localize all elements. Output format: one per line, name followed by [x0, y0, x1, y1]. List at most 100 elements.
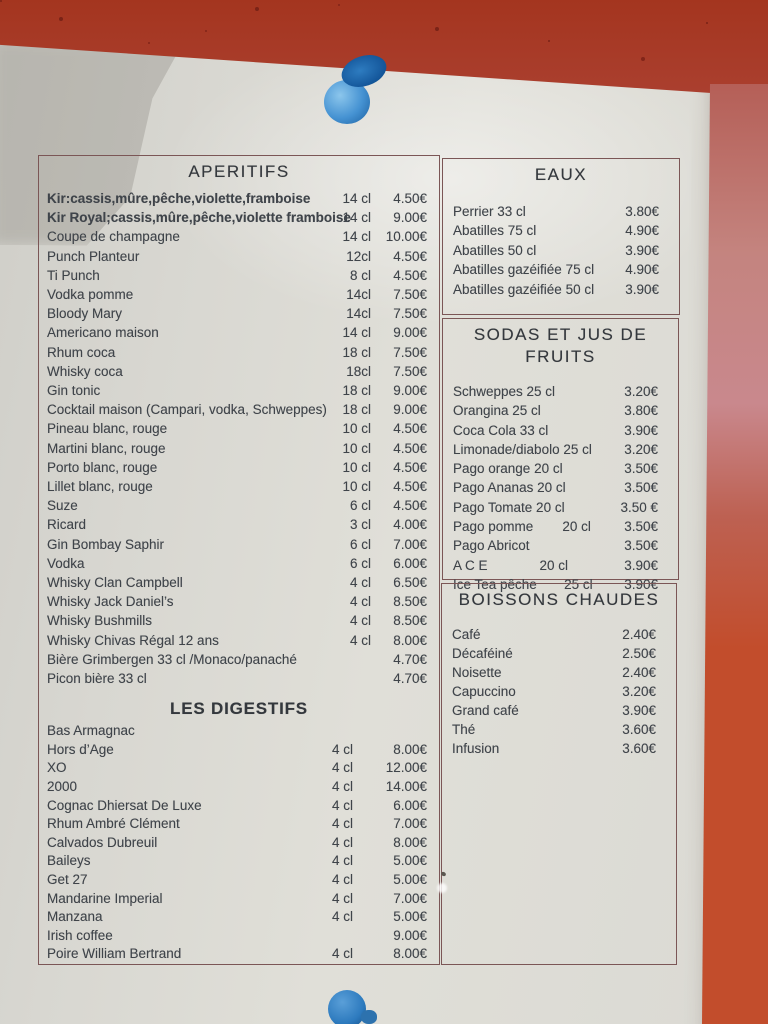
menu-item-row: Pago Tomate 20 cl 3.50 € [443, 498, 678, 517]
menu-item-row: Cognac Dhiersat De Luxe 4 cl 6.00€ [39, 797, 439, 816]
menu-item-row: Baileys 4 cl 5.00€ [39, 852, 439, 871]
item-name: Punch Planteur [47, 248, 140, 264]
item-name: Coupe de champagne [47, 229, 180, 245]
item-price: 6.00€ [393, 797, 427, 813]
section-eaux: EAUX Perrier 33 cl 3.80€ Abatilles 75 cl… [442, 158, 680, 315]
menu-item-row: Lillet blanc, rouge 10 cl 4.50€ [39, 477, 439, 496]
section-title-digestifs: LES DIGESTIFS [170, 699, 308, 719]
item-price: 4.00€ [393, 517, 427, 533]
item-price: 6.50€ [393, 575, 427, 591]
item-price: 4.90€ [625, 223, 660, 239]
sodas-list: Schweppes 25 cl 3.20€ Orangina 25 cl 3.8… [443, 382, 678, 594]
item-size: 20 cl [539, 557, 569, 573]
push-pin-bottom-icon [326, 988, 382, 1024]
menu-item-row: Whisky coca 18cl 7.50€ [39, 362, 439, 381]
item-size: 18cl [346, 363, 371, 379]
section-title-eaux: EAUX [534, 165, 588, 184]
menu-item-row: Grand café 3.90€ [442, 701, 676, 720]
menu-item-row: Limonade/diabolo 25 cl 3.20€ [443, 440, 678, 459]
item-price: 4.90€ [625, 262, 659, 278]
item-size: 4 cl [331, 797, 353, 813]
menu-item-row: Whisky Jack Daniel’s 4 cl 8.50€ [39, 592, 439, 611]
menu-item-row: Pago Abricot 3.50€ [443, 536, 678, 555]
item-size: 4 cl [331, 853, 353, 869]
wall-right-strip [702, 84, 768, 1024]
item-size: 4 cl [331, 834, 353, 850]
item-price: 2.50€ [622, 646, 657, 661]
item-name: Rhum Ambré Clément [47, 816, 180, 832]
item-price: 10.00€ [385, 229, 427, 245]
menu-item-row: Noisette 2.40€ [442, 663, 676, 682]
section-title-sodas: SODAS ET JUS DE FRUITS [473, 325, 648, 366]
item-price: 3.90€ [624, 422, 658, 438]
item-price: 9.00€ [393, 210, 427, 226]
pin-head [361, 1010, 377, 1024]
item-name: Picon bière 33 cl [47, 671, 147, 687]
menu-item-row: Perrier 33 cl 3.80€ [443, 202, 679, 221]
item-price: 7.50€ [393, 287, 427, 303]
item-price: 4.50€ [393, 421, 427, 437]
item-name: Noisette [452, 665, 502, 680]
item-name: Perrier 33 cl [453, 204, 526, 219]
menu-item-row: Gin Bombay Saphir 6 cl 7.00€ [39, 535, 439, 554]
menu-item-row: Pago orange 20 cl 3.50€ [443, 459, 678, 478]
item-size: 4 cl [331, 741, 353, 757]
item-price: 3.20€ [624, 384, 658, 399]
item-price: 9.00€ [393, 325, 427, 341]
item-price: 3.90€ [624, 576, 659, 592]
item-size: 18 cl [342, 344, 371, 360]
digestifs-list: Bas Armagnac Hors d’Age 4 cl 8.00€ XO 4 … [39, 722, 439, 964]
item-size: 14cl [346, 306, 371, 322]
menu-item-row: Bas Armagnac [39, 722, 439, 741]
item-name: Bière Grimbergen 33 cl /Monaco/panaché [47, 651, 297, 667]
menu-item-row: Vodka pomme 14cl 7.50€ [39, 285, 439, 304]
push-pin-top-icon [324, 49, 391, 124]
menu-item-row: Thé 3.60€ [442, 720, 676, 739]
item-name: Schweppes 25 cl [453, 384, 556, 399]
item-name: Mandarine Imperial [47, 890, 163, 906]
menu-item-row: Mandarine Imperial 4 cl 7.00€ [39, 890, 439, 909]
boissons-chaudes-list: Café 2.40€ Décaféiné 2.50€ Noisette [442, 625, 676, 758]
item-name: Pago pomme [453, 519, 534, 535]
menu-item-row: Cocktail maison (Campari, vodka, Schwepp… [39, 400, 439, 419]
item-price: 8.00€ [393, 741, 427, 757]
item-size: 8 cl [349, 267, 371, 283]
item-price: 7.50€ [393, 344, 427, 360]
item-size: 4 cl [331, 890, 353, 906]
menu-item-row: Irish coffee 9.00€ [39, 927, 439, 946]
menu-item-row: Bloody Mary 14cl 7.50€ [39, 304, 439, 323]
item-name: Lillet blanc, rouge [47, 479, 153, 495]
item-name: Hors d’Age [47, 741, 114, 757]
item-price: 3.50€ [624, 461, 658, 477]
menu-item-row: Hors d’Age 4 cl 8.00€ [39, 741, 439, 760]
item-price: 7.50€ [393, 306, 427, 322]
item-price: 9.00€ [393, 927, 427, 943]
menu-item-row: Schweppes 25 cl 3.20€ [443, 382, 678, 401]
item-price: 3.90€ [625, 281, 659, 297]
item-price: 4.50€ [393, 191, 427, 206]
menu-item-row: Pago pomme 20 cl 3.50€ [443, 517, 678, 536]
item-size: 4 cl [331, 946, 353, 962]
menu-item-row: 2000 4 cl 14.00€ [39, 778, 439, 797]
item-name: Kir Royal;cassis,mûre,pêche,violette fra… [47, 210, 351, 226]
item-name: Rhum coca [47, 344, 116, 360]
item-name: Bloody Mary [47, 306, 123, 322]
item-price: 4.70€ [393, 671, 427, 687]
item-size: 14 cl [342, 191, 371, 206]
item-name: Coca Cola 33 cl [453, 422, 549, 438]
item-price: 3.60€ [622, 722, 657, 737]
item-name: Café [452, 627, 481, 642]
item-price: 3.50 € [620, 499, 659, 515]
item-name: Whisky Jack Daniel’s [47, 594, 174, 610]
item-name: Baileys [47, 853, 91, 869]
menu-item-row: Punch Planteur 12cl 4.50€ [39, 247, 439, 266]
item-name: XO [47, 760, 67, 776]
item-name: Orangina 25 cl [453, 403, 541, 419]
item-price: 7.00€ [393, 536, 427, 552]
menu-item-row: Abatilles 75 cl 4.90€ [443, 221, 679, 240]
item-price: 9.00€ [393, 383, 427, 399]
item-size: 12cl [346, 248, 371, 264]
item-name: Whisky Bushmills [47, 613, 153, 629]
menu-item-row: Whisky Clan Campbell 4 cl 6.50€ [39, 573, 439, 592]
item-price: 14.00€ [385, 779, 427, 795]
